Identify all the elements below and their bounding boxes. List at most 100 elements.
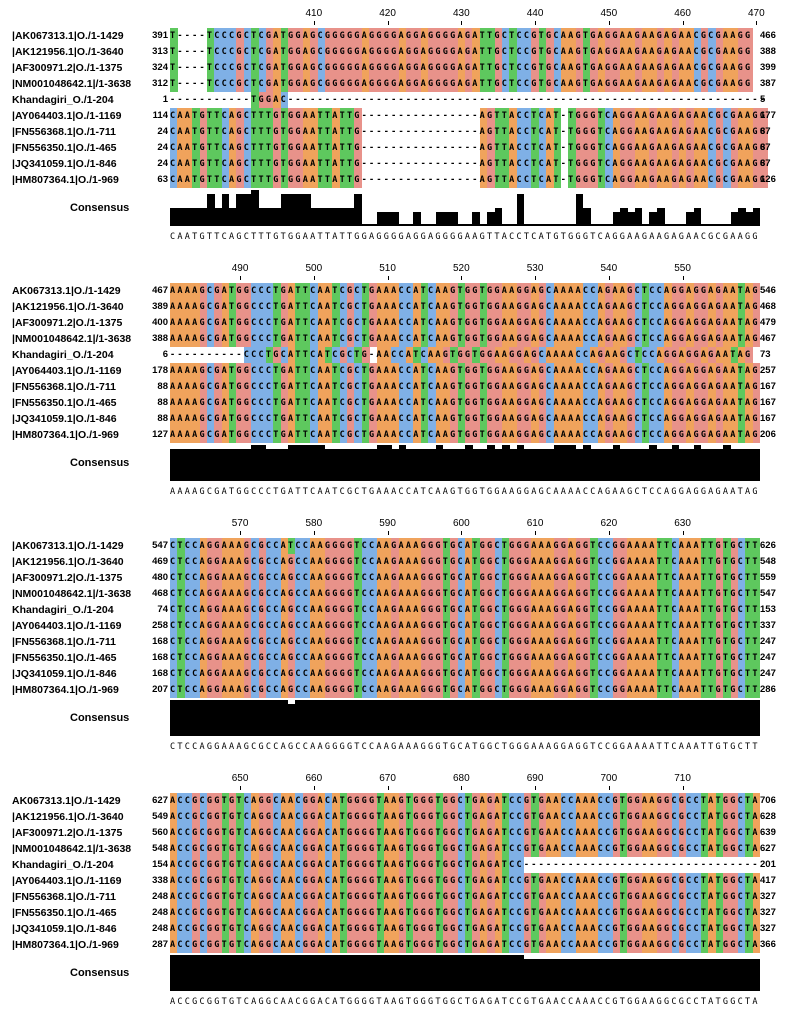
base-cell: [642, 921, 650, 937]
base-cell: [678, 841, 687, 857]
base-cell: [715, 363, 724, 379]
base-cell: [391, 331, 400, 347]
base-cell: [251, 379, 259, 395]
base-cell: [273, 44, 282, 60]
consensus-bar: [590, 700, 599, 736]
base-cell: [649, 618, 658, 634]
consensus-bar: [295, 193, 304, 226]
base-cell: [612, 666, 621, 682]
base-cell: [192, 379, 200, 395]
base-cell: [214, 395, 223, 411]
base-cell: [398, 283, 407, 299]
base-cell: [221, 108, 230, 124]
base-cell: [354, 937, 363, 953]
base-cell: [347, 618, 355, 634]
sequence-text: ACCGCGGTGTCAGGCAACGGACATGGGGTAAGTGGGTGGC…: [170, 876, 760, 886]
consensus-bar: [280, 955, 289, 991]
base-cell: [265, 841, 274, 857]
base-cell: [708, 538, 717, 554]
base-cell: [487, 395, 495, 411]
base-cell: [649, 427, 658, 443]
base-cell: [612, 825, 621, 841]
base-cell: [560, 570, 569, 586]
base-cell: [258, 570, 267, 586]
base-cell: [730, 873, 739, 889]
base-cell: [479, 618, 488, 634]
base-cell: [192, 889, 200, 905]
base-cell: [619, 299, 628, 315]
base-cell: [457, 76, 466, 92]
consensus-bar: [280, 700, 289, 736]
base-cell: [317, 28, 326, 44]
base-cell: [251, 889, 259, 905]
base-cell: [280, 825, 289, 841]
base-cell: [428, 650, 436, 666]
base-cell: [347, 411, 355, 427]
base-cell: [302, 937, 311, 953]
base-cell: [583, 395, 591, 411]
base-cell: [310, 618, 318, 634]
base-cell: [479, 889, 488, 905]
base-cell: [295, 873, 304, 889]
consensus-bar: [170, 208, 178, 226]
base-cell: [206, 299, 215, 315]
base-cell: [435, 331, 444, 347]
base-cell: [170, 793, 178, 809]
base-cell: [575, 283, 584, 299]
base-cell: [420, 666, 429, 682]
base-cell: [428, 411, 436, 427]
base-cell: [583, 921, 591, 937]
base-cell: [568, 44, 577, 60]
base-cell: [693, 682, 702, 698]
base-cell: [442, 857, 451, 873]
base-cell: [442, 586, 451, 602]
base-cell: [494, 108, 503, 124]
base-cell: [354, 331, 363, 347]
base-cell: [317, 857, 326, 873]
base-cell: [597, 682, 606, 698]
base-cell: [634, 586, 643, 602]
base-cell: [472, 570, 481, 586]
base-cell: [642, 315, 650, 331]
base-cell: [760, 108, 768, 124]
base-cell: [214, 682, 223, 698]
base-cell: [708, 363, 717, 379]
base-cell: [243, 60, 252, 76]
base-cell: [376, 921, 385, 937]
base-cell: [745, 76, 754, 92]
base-cell: [288, 76, 296, 92]
base-cell: [501, 172, 510, 188]
base-cell: [280, 124, 289, 140]
base-cell: [354, 538, 363, 554]
base-cell: [295, 172, 304, 188]
base-cell: [310, 825, 318, 841]
base-cell: [553, 44, 562, 60]
base-cell: [302, 411, 311, 427]
ruler-tick-mark: [535, 786, 537, 790]
base-cell: [531, 809, 540, 825]
base-cell: [583, 172, 591, 188]
base-cell: [642, 331, 650, 347]
base-cell: [243, 315, 252, 331]
base-cell: [177, 363, 186, 379]
base-cell: [428, 570, 436, 586]
base-cell: [701, 28, 709, 44]
base-cell: [465, 825, 473, 841]
base-cell: [354, 570, 363, 586]
base-cell: [192, 825, 200, 841]
consensus-bar: [369, 448, 377, 481]
base-cell: [671, 283, 680, 299]
sequence-label: |NM001048642.1|/1-3638: [12, 843, 132, 855]
base-cell: [605, 841, 613, 857]
base-cell: [221, 331, 230, 347]
base-cell: [243, 937, 252, 953]
base-cell: [531, 124, 540, 140]
base-cell: [413, 666, 422, 682]
base-cell: [531, 315, 540, 331]
base-cell: [605, 634, 613, 650]
base-cell: [642, 44, 650, 60]
base-cell: [642, 283, 650, 299]
base-cell: [494, 124, 503, 140]
base-cell: [339, 554, 348, 570]
consensus-bar: [406, 955, 414, 991]
